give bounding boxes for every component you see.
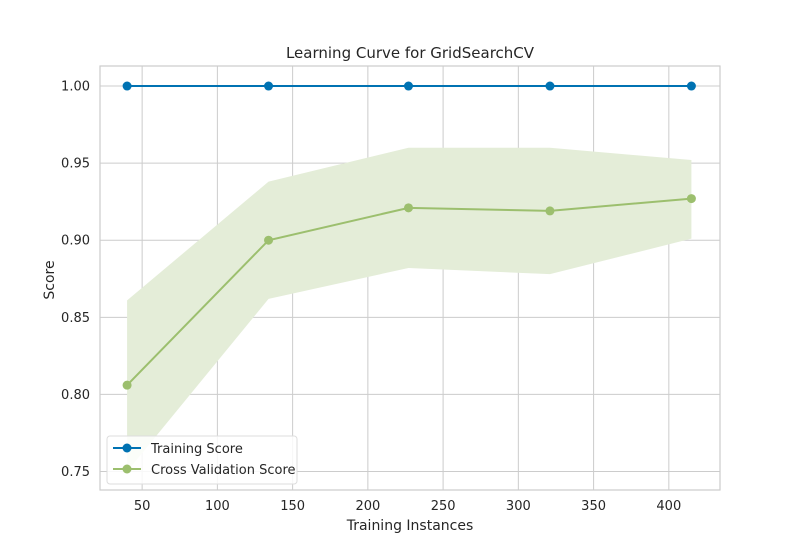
data-point (545, 81, 555, 91)
data-point (264, 81, 274, 91)
confidence-band (127, 147, 692, 472)
y-tick-label: 0.90 (61, 234, 90, 249)
data-point (122, 81, 132, 91)
x-tick-label: 350 (581, 499, 606, 514)
x-tick-label: 400 (656, 499, 681, 514)
x-tick-label: 100 (205, 499, 230, 514)
x-tick-label: 50 (134, 499, 151, 514)
plot-frame (99, 65, 721, 491)
data-point (686, 194, 696, 204)
x-axis-label: Training Instances (346, 518, 474, 534)
legend: Training Score Cross Validation Score (106, 435, 298, 485)
legend-label: Cross Validation Score (151, 463, 296, 478)
y-tick-label: 0.85 (61, 311, 90, 326)
x-tick-labels: 50 100 150 200 250 300 350 400 (134, 499, 681, 514)
data-point (545, 206, 555, 216)
chart-title: Learning Curve for GridSearchCV (286, 44, 535, 62)
y-tick-label: 1.00 (61, 80, 90, 95)
y-tick-label: 0.75 (61, 465, 90, 480)
series-points (122, 81, 696, 390)
data-point (686, 81, 696, 91)
x-tick-label: 300 (506, 499, 531, 514)
y-axis-label: Score (42, 260, 58, 299)
legend-label: Training Score (150, 442, 243, 457)
legend-swatch-marker (122, 443, 132, 453)
legend-box (106, 435, 298, 485)
legend-swatch-marker (122, 464, 132, 474)
y-tick-label: 0.95 (61, 157, 90, 172)
data-point (264, 235, 274, 245)
confidence-bands (127, 147, 692, 472)
x-tick-label: 250 (431, 499, 456, 514)
x-tick-label: 150 (280, 499, 305, 514)
data-point (403, 203, 413, 213)
data-point (403, 81, 413, 91)
y-tick-labels: 0.75 0.80 0.85 0.90 0.95 1.00 (61, 80, 90, 480)
data-point (122, 380, 132, 390)
x-tick-label: 200 (355, 499, 380, 514)
y-tick-label: 0.80 (61, 388, 90, 403)
